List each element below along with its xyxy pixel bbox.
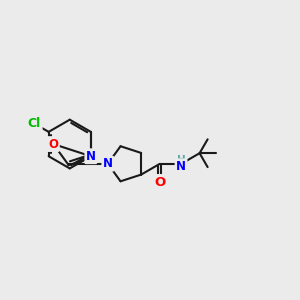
Text: H: H	[177, 155, 185, 165]
Text: N: N	[176, 160, 186, 173]
Text: Cl: Cl	[28, 117, 41, 130]
Text: O: O	[154, 176, 165, 189]
Text: N: N	[86, 150, 96, 163]
Text: N: N	[103, 157, 113, 170]
Text: O: O	[48, 138, 59, 151]
